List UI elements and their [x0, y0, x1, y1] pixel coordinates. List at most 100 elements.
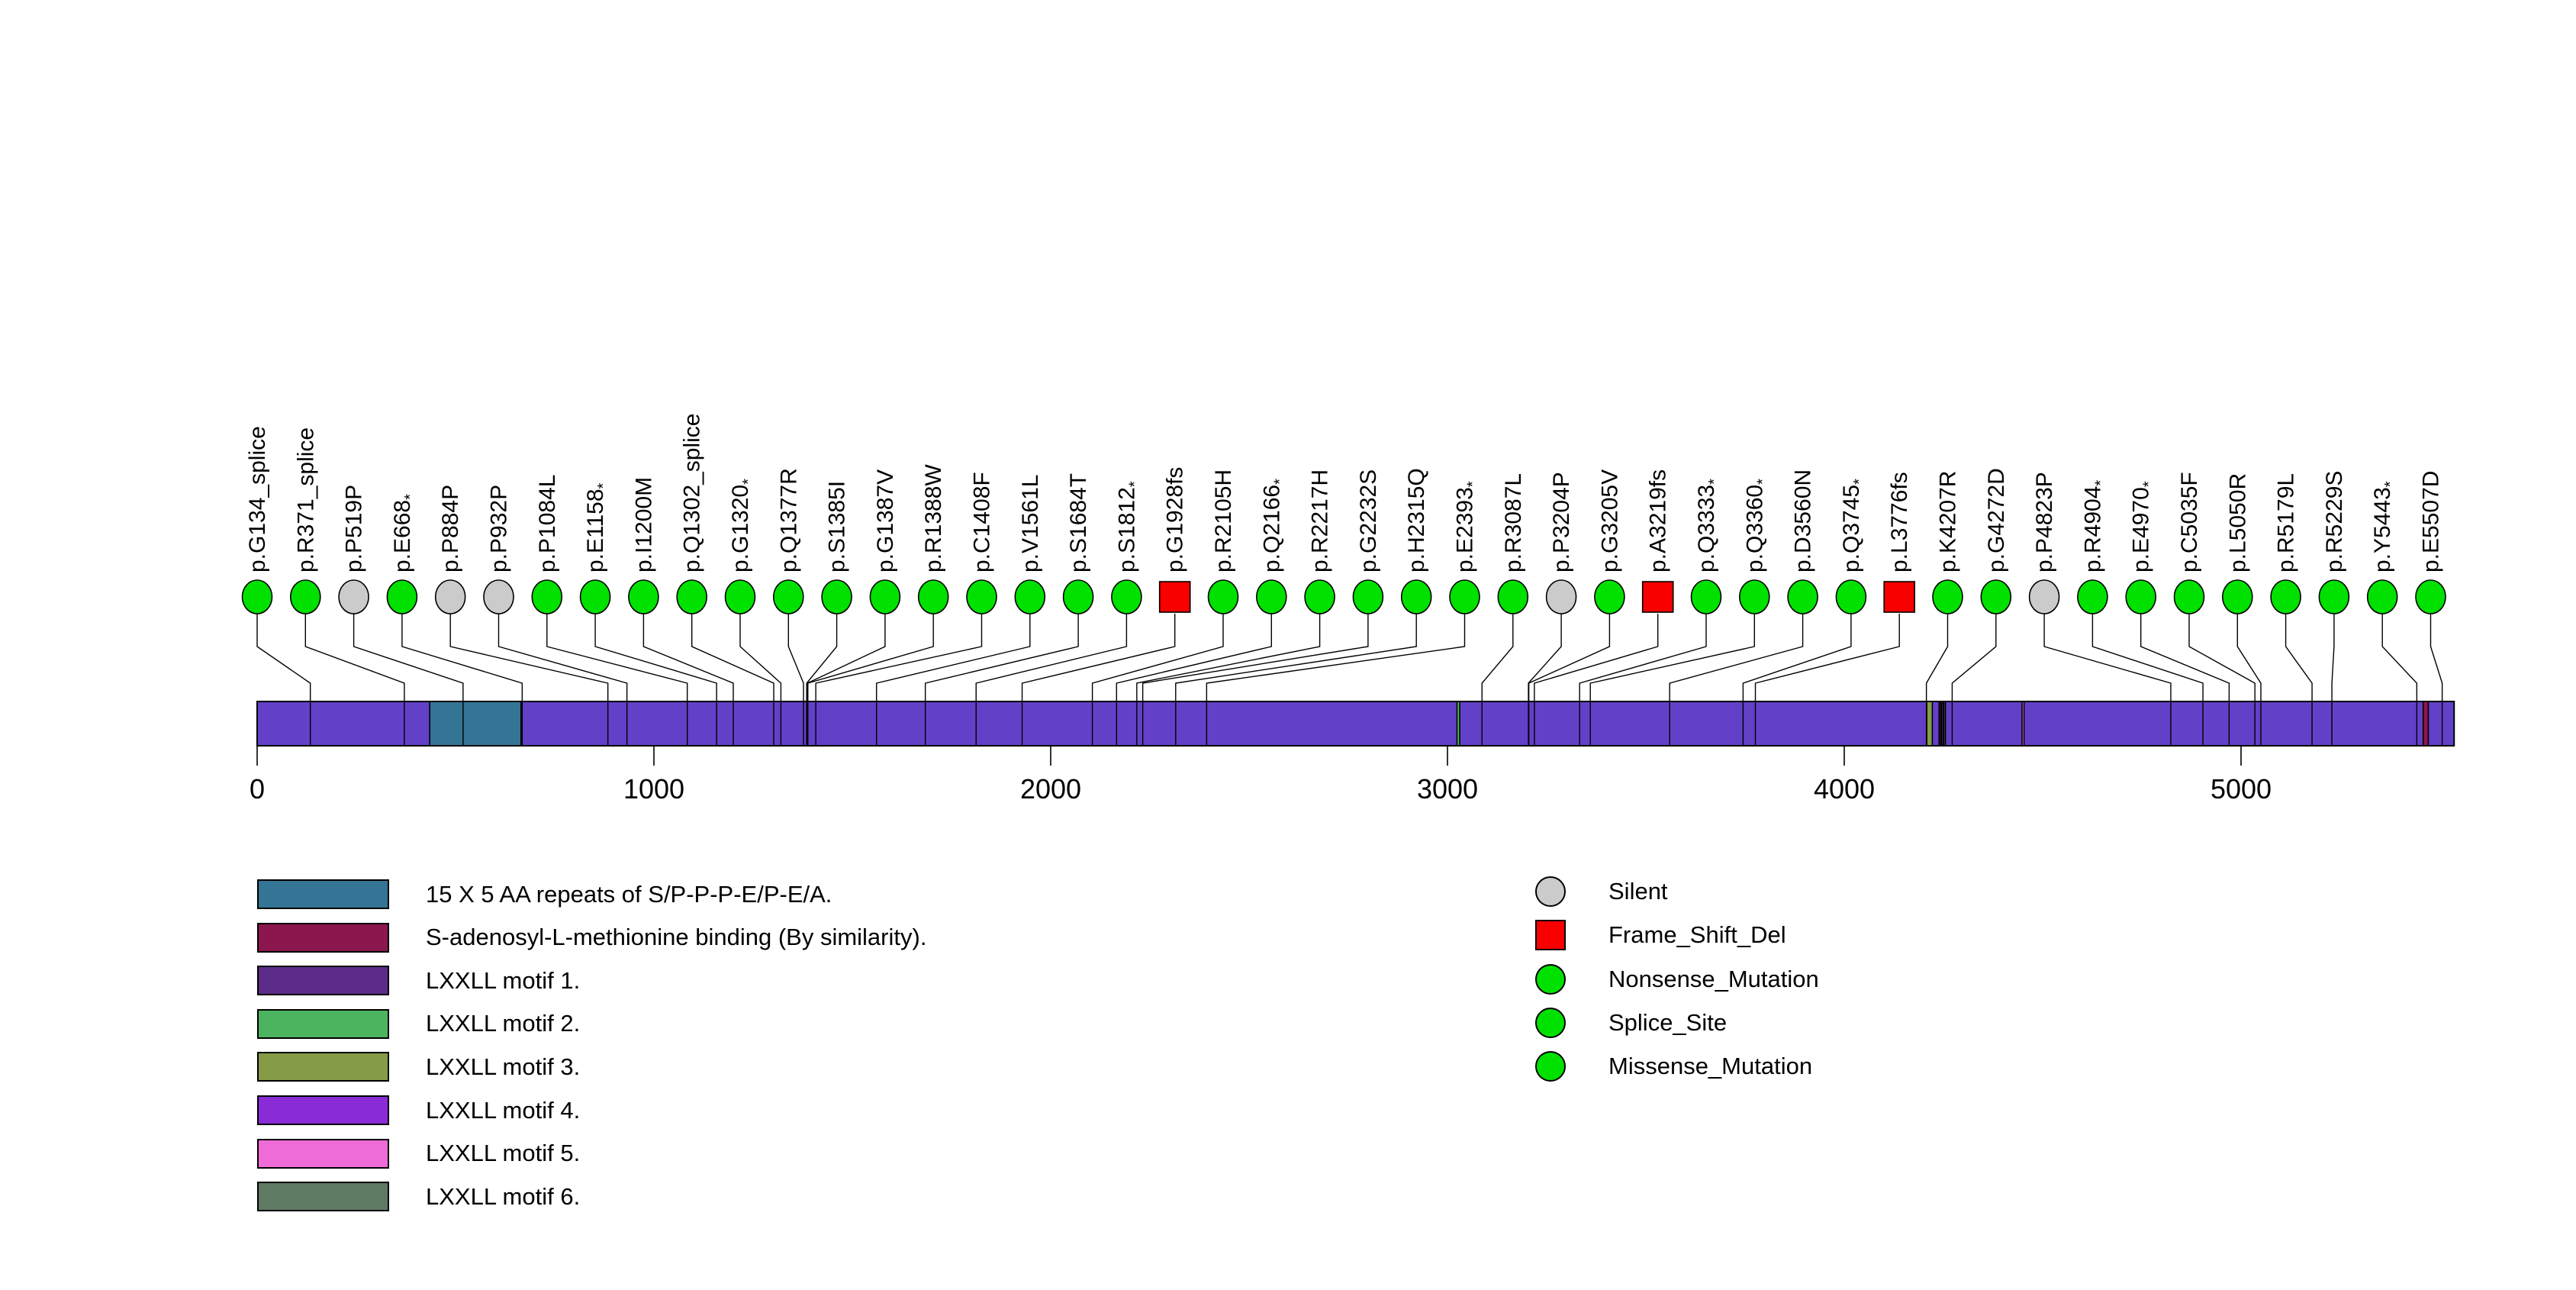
protein-domain — [429, 701, 522, 747]
mutation-marker[interactable] — [2125, 579, 2156, 614]
mutation-marker[interactable] — [1158, 581, 1191, 613]
mutation-label: p.Q1302_splice — [680, 414, 705, 572]
mutation-label: p.C1408F — [970, 472, 995, 572]
mutation-label: p.S1684T — [1066, 473, 1091, 572]
mutation-marker[interactable] — [2270, 579, 2301, 614]
mutation-marker[interactable] — [483, 579, 514, 614]
mutation-connector — [1669, 614, 1804, 746]
mutation-marker[interactable] — [579, 579, 611, 614]
mutation-marker[interactable] — [1014, 579, 1046, 614]
mutation-marker[interactable] — [1690, 579, 1722, 614]
mutation-type-label: Nonsense_Mutation — [1608, 965, 1819, 992]
mutation-label: p.E4970* — [2129, 481, 2158, 572]
protein-domain — [2422, 701, 2429, 747]
mutation-connector — [2331, 614, 2335, 746]
axis-tick-label: 2000 — [1020, 773, 1081, 805]
domain-color-swatch — [257, 1008, 389, 1039]
mutation-connector — [2381, 614, 2418, 746]
mutation-label: p.Q3360* — [1742, 479, 1771, 572]
mutation-marker[interactable] — [1980, 579, 2012, 614]
mutation-marker[interactable] — [2173, 579, 2205, 614]
mutation-marker[interactable] — [1207, 579, 1239, 614]
mutation-marker[interactable] — [1304, 579, 1335, 614]
domain-legend-item: LXXLL motif 3. — [257, 1052, 580, 1082]
mutation-connector — [924, 614, 1079, 746]
mutation-label: p.Q2166* — [1259, 479, 1288, 572]
mutation-marker[interactable] — [773, 579, 804, 614]
mutation-label: p.P884P — [438, 485, 463, 572]
mutation-marker[interactable] — [338, 579, 369, 614]
mutation-marker[interactable] — [241, 579, 273, 614]
mutation-marker[interactable] — [1835, 579, 1867, 614]
domain-legend-item: LXXLL motif 1. — [257, 966, 580, 996]
mutation-marker[interactable] — [1256, 579, 1287, 614]
mutation-connector — [449, 614, 609, 746]
mutation-marker[interactable] — [1787, 579, 1818, 614]
mutation-label: p.P4823P — [2032, 472, 2057, 572]
domain-legend-item: LXXLL motif 4. — [257, 1095, 580, 1125]
mutation-marker[interactable] — [821, 579, 852, 614]
mutation-marker[interactable] — [1739, 579, 1770, 614]
mutation-marker[interactable] — [531, 579, 563, 614]
mutation-type-label: Frame_Shift_Del — [1608, 921, 1786, 949]
mutation-label: p.S1385I — [825, 481, 850, 572]
mutation-marker[interactable] — [2222, 579, 2253, 614]
mutation-marker[interactable] — [1497, 579, 1529, 614]
mutation-marker[interactable] — [1932, 579, 1963, 614]
domain-legend-item: 15 X 5 AA repeats of S/P-P-P-E/P-E/A. — [257, 879, 832, 909]
mutation-connector — [691, 614, 774, 746]
type-circle-swatch — [1535, 876, 1566, 907]
axis-tick-label: 1000 — [623, 773, 684, 805]
mutation-marker[interactable] — [917, 579, 949, 614]
mutation-label: p.V1561L — [1018, 475, 1043, 572]
mutation-label: p.P3204P — [1549, 472, 1574, 572]
mutation-connector — [1925, 614, 1949, 746]
mutation-label: p.R4904* — [2080, 480, 2109, 572]
mutation-label: p.G2232S — [1356, 469, 1381, 572]
mutation-marker[interactable] — [1400, 579, 1432, 614]
mutation-marker[interactable] — [869, 579, 901, 614]
mutation-marker[interactable] — [2077, 579, 2108, 614]
mutation-marker[interactable] — [724, 579, 756, 614]
mutation-type-legend-item: Frame_Shift_Del — [1535, 920, 1786, 951]
mutation-marker[interactable] — [2366, 579, 2398, 614]
mutation-connector — [815, 614, 983, 746]
type-square-swatch — [1535, 920, 1566, 951]
domain-color-swatch — [257, 922, 389, 953]
protein-domain — [2021, 701, 2025, 747]
mutation-type-legend-item: Nonsense_Mutation — [1535, 963, 1819, 995]
domain-legend-label: LXXLL motif 3. — [426, 1053, 581, 1080]
mutation-marker[interactable] — [1545, 579, 1577, 614]
domain-legend-label: LXXLL motif 5. — [426, 1140, 581, 1167]
mutation-label: p.P1084L — [535, 475, 560, 572]
mutation-type-legend-item: Silent — [1535, 876, 1668, 907]
mutation-label: p.A3219fs — [1646, 469, 1671, 572]
mutation-marker[interactable] — [434, 579, 466, 614]
mutation-label: p.R2105H — [1211, 469, 1236, 572]
mutation-marker[interactable] — [2318, 579, 2350, 614]
mutation-connector — [1589, 614, 1756, 746]
mutation-connector — [1481, 614, 1514, 746]
mutation-marker[interactable] — [676, 579, 708, 614]
mutation-marker[interactable] — [1449, 579, 1480, 614]
mutation-label: p.I1200M — [631, 477, 656, 572]
mutation-connector — [1175, 614, 1417, 746]
mutation-marker[interactable] — [1883, 581, 1915, 613]
domain-legend-item: LXXLL motif 2. — [257, 1008, 580, 1039]
mutation-marker[interactable] — [2415, 579, 2446, 614]
axis-tick-label: 3000 — [1417, 773, 1478, 805]
mutation-marker[interactable] — [2028, 579, 2060, 614]
mutation-marker[interactable] — [1062, 579, 1094, 614]
mutation-label: p.H2315Q — [1404, 468, 1429, 572]
mutation-marker[interactable] — [1641, 581, 1674, 613]
mutation-marker[interactable] — [289, 579, 321, 614]
type-circle-swatch — [1535, 963, 1566, 995]
mutation-marker[interactable] — [386, 579, 418, 614]
mutation-marker[interactable] — [966, 579, 997, 614]
mutation-marker[interactable] — [1111, 579, 1142, 614]
mutation-connector — [2285, 614, 2313, 746]
mutation-marker[interactable] — [628, 579, 659, 614]
mutation-marker[interactable] — [1352, 579, 1384, 614]
mutation-marker[interactable] — [1594, 579, 1625, 614]
